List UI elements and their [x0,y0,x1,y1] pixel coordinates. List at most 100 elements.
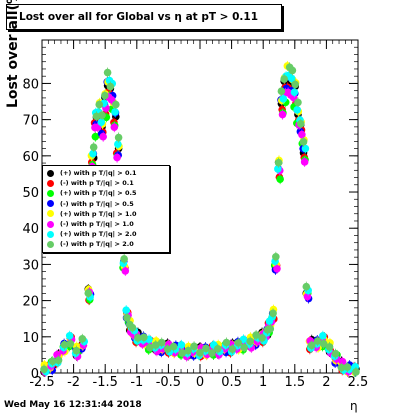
data-point [101,91,109,100]
data-point [54,356,63,365]
data-point [121,267,130,275]
x-tick-label: 0 [196,375,204,390]
data-point [291,80,299,89]
legend-marker [47,210,54,218]
data-point [338,357,347,366]
data-point [111,108,119,116]
data-point [278,110,287,119]
data-point [240,343,249,352]
x-tick-label: -0.5 [156,375,181,390]
data-point [196,349,204,357]
data-point [298,130,306,139]
data-point [319,339,328,348]
data-point [202,344,210,353]
data-point [163,345,172,353]
data-point [97,118,106,127]
data-point [84,289,93,297]
data-point [296,120,305,128]
data-point [140,333,148,342]
data-point [106,82,115,91]
data-point [114,140,122,148]
y-tick-label: 60 [22,150,39,165]
data-point [280,75,288,83]
legend-marker [47,240,54,248]
legend-label: (+) with p T/|q| > 0.5 [60,189,137,198]
legend-label: (-) with p T/|q| > 1.0 [60,220,134,229]
data-point [157,338,166,347]
legend-entry: (+) with p T/|q| > 0.5 [47,188,169,198]
legend-label: (+) with p T/|q| > 1.0 [60,209,137,218]
y-axis-label: Lost over all(%) [5,0,21,108]
x-tick-label: -2 [67,375,80,390]
y-tick-label: 40 [22,222,39,237]
data-point [177,341,186,349]
legend-marker [47,230,54,238]
data-point [98,111,106,119]
data-point [313,337,322,345]
data-point [272,253,280,261]
data-point [113,153,121,162]
data-point [301,144,310,153]
data-points [40,60,360,377]
legend-label: (-) with p T/|q| > 2.0 [60,240,134,249]
x-tick-label: -2.5 [29,375,54,390]
y-tick-label: 20 [22,295,39,310]
legend-label: (-) with p T/|q| > 0.5 [60,199,134,208]
y-tick-label: 80 [22,77,39,92]
data-point [190,342,198,351]
data-point [299,138,308,146]
data-point [343,363,352,371]
data-point [60,340,69,349]
data-point [134,334,142,342]
data-point [325,343,334,351]
data-point [120,255,128,263]
data-point [89,143,98,151]
legend-entry: (-) with p T/|q| > 0.1 [47,178,169,188]
data-point [273,264,281,273]
x-tick-label: 2.5 [348,375,369,390]
data-point [302,282,311,291]
data-point [72,346,81,355]
data-point [95,100,104,109]
legend-marker [47,179,54,187]
y-tick-label: 0 [31,367,39,382]
data-point [274,158,283,167]
data-point [114,133,123,142]
x-tick-label: -1 [130,375,143,390]
legend-entry: (+) with p T/|q| > 0.1 [47,168,169,178]
data-point [252,331,260,339]
data-point [288,66,297,75]
data-point [266,325,275,333]
data-point [123,313,131,322]
data-point [294,98,302,107]
data-point [122,306,130,314]
data-point [65,331,74,340]
legend-entry: (-) with p T/|q| > 1.0 [47,219,169,229]
data-point [331,349,340,358]
legend-label: (+) with p T/|q| > 0.1 [60,169,137,178]
data-point [146,343,154,352]
x-axis-label: η [350,399,358,413]
data-point [352,368,360,376]
data-point [300,158,309,166]
x-tick-label: 2 [322,375,330,390]
data-point [337,363,346,372]
data-point [169,342,178,351]
data-point [151,341,160,349]
data-point [184,346,192,355]
legend-entry: (-) with p T/|q| > 0.5 [47,199,169,209]
data-point [277,87,286,96]
data-point [307,341,316,350]
legend-marker [47,189,54,197]
data-point [214,344,222,353]
y-tick-label: 30 [22,258,39,273]
data-point [40,365,48,374]
x-tick-label: 1 [259,375,267,390]
chart-title: Lost over all for Global vs η at pT > 0.… [19,11,259,23]
legend: (+) with p T/|q| > 0.1 (-) with p T/|q| >… [42,165,170,253]
chart-title-box: Lost over all for Global vs η at pT > 0.… [6,4,282,30]
legend-marker [47,220,54,228]
data-point [279,95,288,103]
data-point [78,335,87,343]
